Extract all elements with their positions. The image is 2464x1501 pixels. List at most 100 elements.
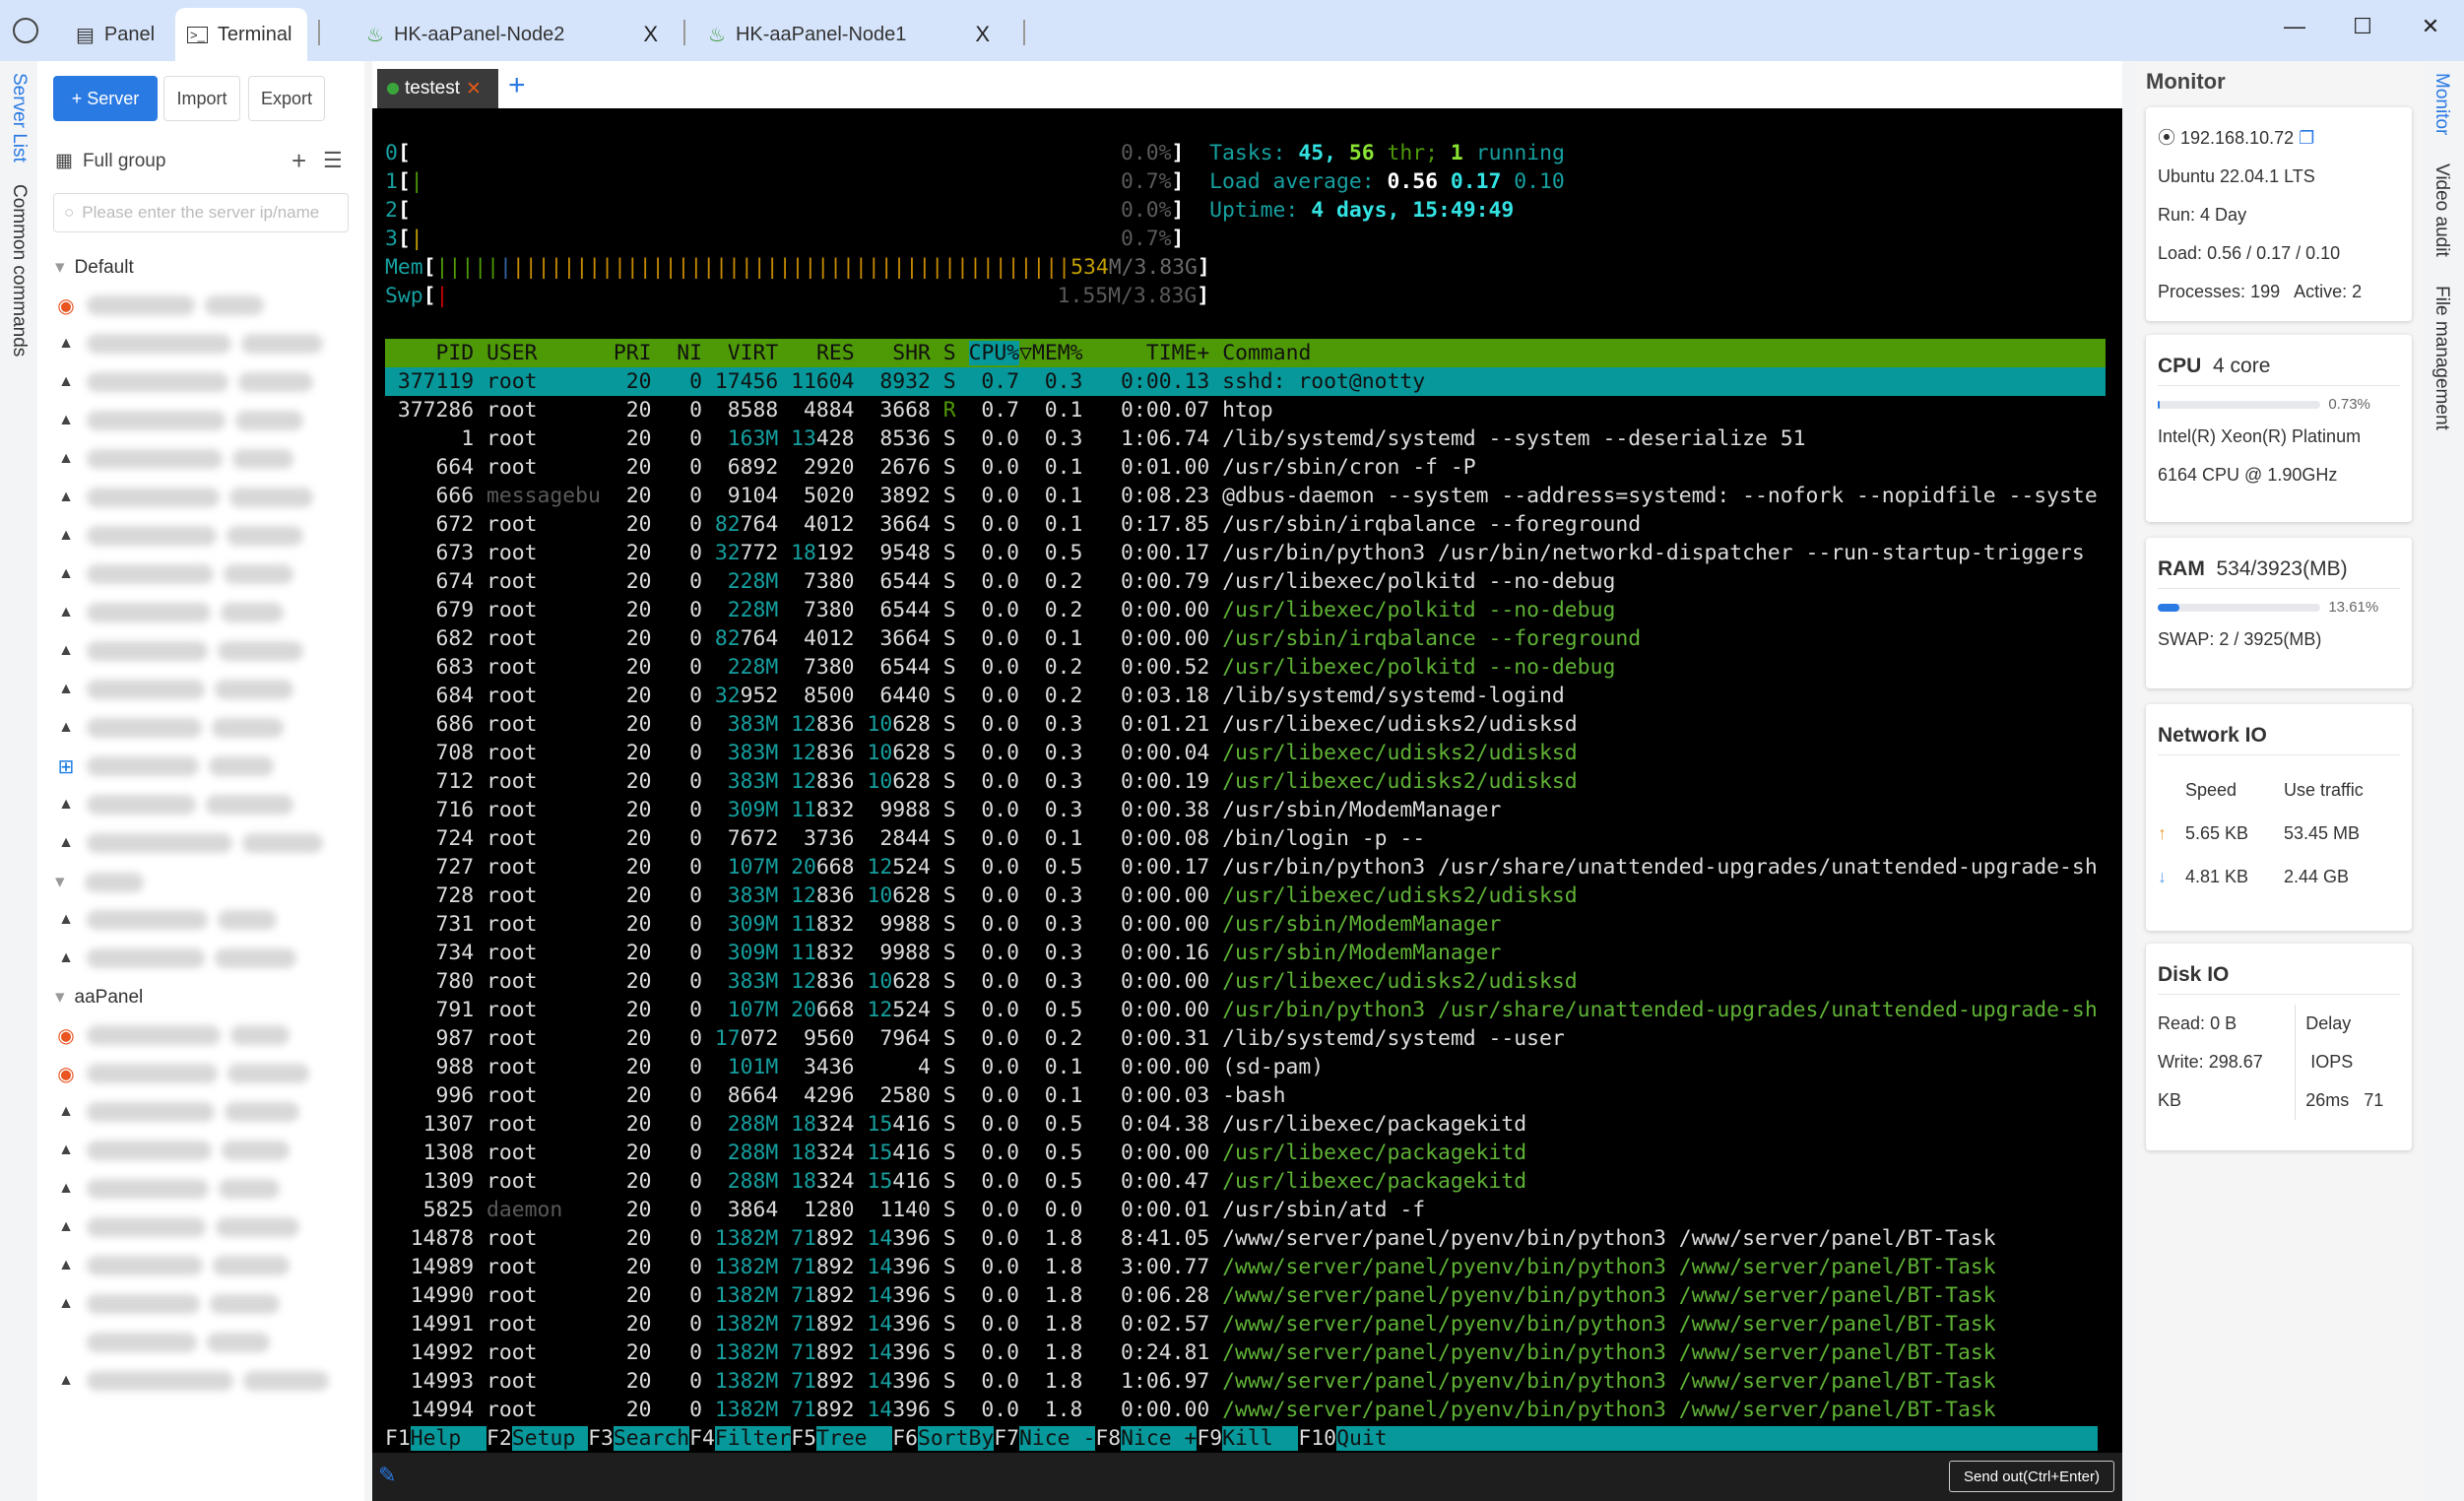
column-header[interactable]: USER — [486, 341, 601, 365]
export-button[interactable]: Export — [248, 76, 325, 121]
server-item[interactable]: ▲ — [55, 327, 351, 360]
terminal-screen[interactable]: 0[ 0.0%] Tasks: 45, 56 thr; 1 running 1[|… — [372, 108, 2122, 1453]
fkey-label[interactable]: Search — [613, 1426, 690, 1451]
group-header[interactable]: ▾ Default — [55, 256, 134, 279]
column-header[interactable]: TIME+ — [1095, 341, 1210, 365]
new-session-button[interactable]: + — [508, 69, 526, 101]
column-header[interactable]: Command — [1222, 341, 1312, 365]
close-window-button[interactable]: ✕ — [2421, 14, 2440, 38]
server-item[interactable]: ▲ — [55, 596, 351, 629]
server-item[interactable]: ▲ — [55, 1287, 351, 1321]
column-header[interactable]: SHR — [867, 341, 931, 365]
fkey-label[interactable]: Kill — [1222, 1426, 1299, 1451]
import-button[interactable]: Import — [163, 76, 240, 121]
process-row[interactable]: 14994 root 20 0 1382M 71892 14396 S 0.0 … — [385, 1396, 1996, 1424]
fkey-label[interactable]: Help — [410, 1426, 487, 1451]
server-item[interactable]: ▲ — [55, 519, 351, 553]
process-row[interactable]: 14993 root 20 0 1382M 71892 14396 S 0.0 … — [385, 1367, 1996, 1396]
process-row[interactable]: 728 root 20 0 383M 12836 10628 S 0.0 0.3… — [385, 881, 1578, 910]
tab-hk-aapanel-node1[interactable]: ♨ HK-aaPanel-Node1 X — [696, 8, 1002, 61]
process-row[interactable]: 664 root 20 0 6892 2920 2676 S 0.0 0.1 0… — [385, 453, 1476, 482]
server-item[interactable]: ▲ — [55, 481, 351, 514]
process-row[interactable]: 731 root 20 0 309M 11832 9988 S 0.0 0.3 … — [385, 910, 1502, 939]
process-row[interactable]: 377119 root 20 0 17456 11604 8932 S 0.7 … — [385, 367, 2106, 396]
column-header[interactable]: VIRT — [714, 341, 779, 365]
server-item[interactable]: ◉ — [55, 1018, 351, 1052]
server-item[interactable]: ▲ — [55, 1095, 351, 1129]
server-item[interactable]: ▲ — [55, 788, 351, 821]
process-row[interactable]: 672 root 20 0 82764 4012 3664 S 0.0 0.1 … — [385, 510, 1642, 539]
nav-server-list[interactable]: Server List — [9, 73, 30, 163]
column-header[interactable]: PID — [385, 341, 475, 365]
group-header[interactable]: ▾ — [55, 871, 144, 893]
process-row[interactable]: 5825 daemon 20 0 3864 1280 1140 S 0.0 0.… — [385, 1196, 1426, 1224]
server-item[interactable]: ◉ — [55, 289, 351, 322]
server-item[interactable]: ▲ — [55, 903, 351, 937]
process-row[interactable]: 791 root 20 0 107M 20668 12524 S 0.0 0.5… — [385, 996, 2098, 1024]
add-group-icon[interactable]: + — [292, 146, 307, 175]
process-row[interactable]: 1308 root 20 0 288M 18324 15416 S 0.0 0.… — [385, 1139, 1527, 1167]
nav-video-audit[interactable]: Video audit — [2432, 163, 2452, 257]
process-row[interactable]: 686 root 20 0 383M 12836 10628 S 0.0 0.3… — [385, 710, 1578, 739]
server-item[interactable] — [55, 1326, 351, 1359]
process-row[interactable]: 683 root 20 0 228M 7380 6544 S 0.0 0.2 0… — [385, 653, 1616, 682]
process-row[interactable]: 377286 root 20 0 8588 4884 3668 R 0.7 0.… — [385, 396, 1273, 424]
server-item[interactable]: ▲ — [55, 557, 351, 591]
nav-file-management[interactable]: File management — [2432, 286, 2452, 430]
process-row[interactable]: 14991 root 20 0 1382M 71892 14396 S 0.0 … — [385, 1310, 1996, 1338]
process-row[interactable]: 679 root 20 0 228M 7380 6544 S 0.0 0.2 0… — [385, 596, 1616, 624]
process-row[interactable]: 14989 root 20 0 1382M 71892 14396 S 0.0 … — [385, 1253, 1996, 1281]
server-item[interactable]: ▲ — [55, 673, 351, 706]
server-search-input[interactable]: ○ Please enter the server ip/name — [53, 193, 349, 232]
process-row[interactable]: 987 root 20 0 17072 9560 7964 S 0.0 0.2 … — [385, 1024, 1565, 1053]
process-row[interactable]: 14878 root 20 0 1382M 71892 14396 S 0.0 … — [385, 1224, 1996, 1253]
fkey-label[interactable]: Setup — [511, 1426, 589, 1451]
server-item[interactable]: ▲ — [55, 1172, 351, 1206]
process-row[interactable]: 724 root 20 0 7672 3736 2844 S 0.0 0.1 0… — [385, 824, 1426, 853]
process-row[interactable]: 14992 root 20 0 1382M 71892 14396 S 0.0 … — [385, 1338, 1996, 1367]
process-row[interactable]: 712 root 20 0 383M 12836 10628 S 0.0 0.3… — [385, 767, 1578, 796]
server-item[interactable]: ▲ — [55, 442, 351, 476]
fkey-label[interactable]: SortBy — [918, 1426, 995, 1451]
server-item[interactable]: ▲ — [55, 365, 351, 399]
fkey-label[interactable]: Filter — [714, 1426, 792, 1451]
server-item[interactable]: ▲ — [55, 1210, 351, 1244]
process-row[interactable]: 727 root 20 0 107M 20668 12524 S 0.0 0.5… — [385, 853, 2098, 881]
fkey-label[interactable]: Quit — [1336, 1426, 1388, 1451]
process-row[interactable]: 1 root 20 0 163M 13428 8536 S 0.0 0.3 1:… — [385, 424, 1805, 453]
close-tab-button[interactable]: X — [643, 22, 658, 46]
close-tab-button[interactable]: X — [975, 22, 990, 46]
fkey-label[interactable]: Nice + — [1121, 1426, 1198, 1451]
server-item[interactable]: ▲ — [55, 711, 351, 745]
user-icon[interactable] — [13, 18, 38, 43]
process-row[interactable]: 996 root 20 0 8664 4296 2580 S 0.0 0.1 0… — [385, 1081, 1286, 1110]
server-item[interactable]: ▲ — [55, 1134, 351, 1167]
command-input-bar[interactable]: ✎ Send out(Ctrl+Enter) — [372, 1453, 2122, 1501]
process-row[interactable]: 716 root 20 0 309M 11832 9988 S 0.0 0.3 … — [385, 796, 1502, 824]
column-header[interactable]: CPU% — [968, 341, 1020, 365]
add-server-button[interactable]: + Server — [53, 76, 158, 121]
server-item[interactable]: ▲ — [55, 404, 351, 437]
maximize-button[interactable]: ☐ — [2353, 14, 2372, 38]
full-group-header[interactable]: ▦ Full group — [55, 150, 165, 172]
fkey-label[interactable]: Nice - — [1019, 1426, 1096, 1451]
process-row[interactable]: 1307 root 20 0 288M 18324 15416 S 0.0 0.… — [385, 1110, 1527, 1139]
process-row[interactable]: 14990 root 20 0 1382M 71892 14396 S 0.0 … — [385, 1281, 1996, 1310]
tab-terminal[interactable]: >_ Terminal — [175, 8, 307, 61]
column-header[interactable]: NI — [664, 341, 703, 365]
fkey-label[interactable]: Tree — [815, 1426, 893, 1451]
process-row[interactable]: 1309 root 20 0 288M 18324 15416 S 0.0 0.… — [385, 1167, 1527, 1196]
process-row[interactable]: 708 root 20 0 383M 12836 10628 S 0.0 0.3… — [385, 739, 1578, 767]
tab-panel[interactable]: ▤ Panel — [64, 8, 167, 61]
process-row[interactable]: 673 root 20 0 32772 18192 9548 S 0.0 0.5… — [385, 539, 2085, 567]
group-header[interactable]: ▾ aaPanel — [55, 986, 143, 1009]
copy-icon[interactable]: ❐ — [2299, 128, 2315, 148]
session-tab-testest[interactable]: testest ✕ — [377, 69, 498, 108]
tab-hk-aapanel-node2[interactable]: ♨ HK-aaPanel-Node2 X — [355, 8, 670, 61]
list-icon[interactable]: ☰ — [323, 148, 343, 172]
process-row[interactable]: 684 root 20 0 32952 8500 6440 S 0.0 0.2 … — [385, 682, 1565, 710]
column-header[interactable]: MEM% — [1031, 341, 1083, 365]
process-row[interactable]: 666 messagebu 20 0 9104 5020 3892 S 0.0 … — [385, 482, 2098, 510]
column-header[interactable]: PRI — [613, 341, 652, 365]
process-row[interactable]: 780 root 20 0 383M 12836 10628 S 0.0 0.3… — [385, 967, 1578, 996]
